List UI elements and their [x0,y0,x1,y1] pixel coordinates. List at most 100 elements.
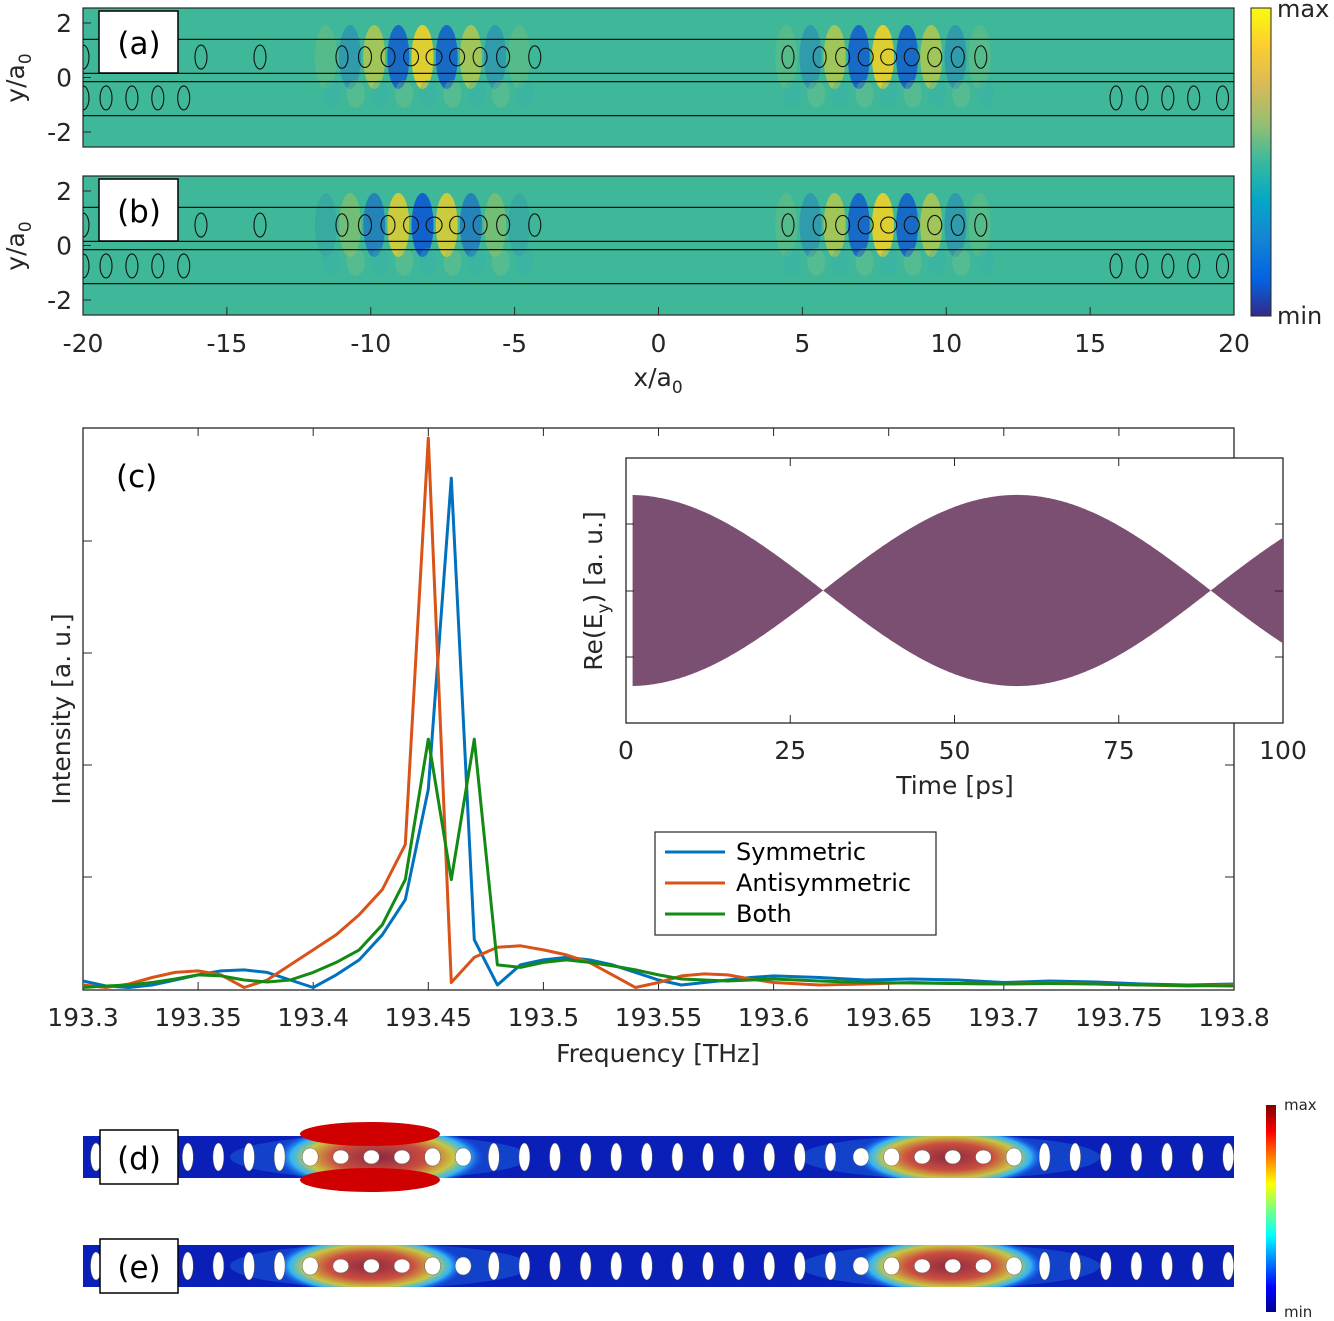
hole [496,46,511,69]
hole [903,47,920,67]
colorbar-parula-min: min [1277,302,1322,330]
spectrum-legend: Symmetric Antisymmetric Both [654,831,937,936]
field-lobe-weak [419,79,438,108]
mode-lobe-bottom [300,1168,440,1192]
mode-hole [332,1258,350,1274]
mode-lobe-top [300,1122,440,1146]
mode-hole [1069,1142,1081,1172]
spectrum-x-tick-label: 193.75 [1075,1003,1162,1032]
mode-hole [702,1251,714,1281]
mode-hole [363,1258,380,1274]
spectrum-x-ticks: 193.3 193.35 193.4 193.45 193.5 193.55 193.6 19… [47,428,1270,1032]
field-lobe-weak [322,247,341,276]
y-axis-label-b-sub: 0 [16,221,36,232]
hole [151,253,165,279]
mode-hole [301,1147,319,1167]
field-map-background [82,175,1235,316]
field-lobe-weak [952,79,971,108]
mode-hole [243,1251,255,1281]
hole [1187,85,1201,111]
inset-ylabel: Re(Ey) [a. u.] [579,511,614,670]
mode-hole [883,1147,900,1167]
field-lobe-weak [928,79,947,108]
field-lobe-weak [783,247,802,276]
hole [335,45,349,69]
mode-hole [363,1149,380,1165]
x-tick-label: 20 [1218,329,1250,358]
mode-hole [641,1251,653,1281]
mode-hole [732,1251,745,1281]
hole [812,214,827,237]
y-tick-label: 2 [56,177,72,206]
mode-halo [230,1136,530,1178]
hole [927,46,943,68]
mode-hole [1130,1251,1143,1281]
mode-hole [454,1256,472,1276]
mode-hole [794,1142,806,1172]
mode-hole [913,1258,931,1274]
mode-hole [518,1251,531,1281]
hole [125,85,139,111]
mode-hole [579,1142,592,1172]
legend-label-both: Both [736,900,792,928]
mode-hole [1005,1256,1023,1276]
field-lobe-weak [395,79,414,108]
mode-hole [852,1256,870,1276]
field-y-ticks: 2 0 -2 2 0 -2 [47,9,91,315]
hole [927,214,943,236]
hole [194,44,208,70]
mode-hole [883,1256,900,1276]
field-lobe-weak [419,247,438,276]
field-lobe [799,193,822,258]
hole [253,212,267,238]
mode-hole [301,1256,319,1276]
hole [781,45,795,69]
hole [835,214,851,236]
x-tick-label: -20 [63,329,104,358]
x-tick-label: 0 [651,329,667,358]
hole [880,48,898,66]
hole [496,214,511,237]
mode-hole [763,1142,775,1172]
mode-hole [182,1142,194,1172]
hole [83,253,90,279]
hole [402,47,420,67]
legend-label-symmetric: Symmetric [736,838,866,866]
inset-x-tick-label: 25 [774,736,806,765]
field-lobe-weak [807,79,826,108]
mode-hole [332,1149,350,1165]
field-lobe [871,25,894,90]
spectrum-x-tick-label: 193.5 [508,1003,580,1032]
field-lobe-weak [346,247,365,276]
mode-hole [454,1147,472,1167]
hole [402,215,420,235]
spectrum-x-tick-label: 193.4 [277,1003,349,1032]
field-lobe-weak [322,79,341,108]
field-lobe [387,25,410,90]
field-lobe-weak [443,79,462,108]
mode-glow [275,1136,485,1178]
mode-halo [230,1245,530,1287]
mode-hole [852,1147,870,1167]
hole [1135,85,1149,111]
hole [125,253,139,279]
field-lobe-weak [491,79,510,108]
mode-hole [610,1251,622,1281]
field-lobe [871,193,894,258]
mode-hole [273,1142,286,1172]
mode-hole [763,1251,775,1281]
x-tick-label: 5 [794,329,810,358]
field-lobe-weak [395,247,414,276]
field-lobe-weak [443,247,462,276]
field-map-a: (a) [82,7,1235,148]
hole [974,45,988,69]
y-axis-label-a: y/a0 [1,53,36,102]
spectrum-x-tick-label: 193.7 [968,1003,1040,1032]
panel-label-c: (c) [116,459,157,495]
mode-hole [182,1251,194,1281]
mode-hole [424,1147,441,1167]
hole [472,46,488,68]
field-lobe-weak [807,247,826,276]
colorbar-jet-min: min [1284,1303,1312,1321]
mode-hole [1130,1142,1143,1172]
